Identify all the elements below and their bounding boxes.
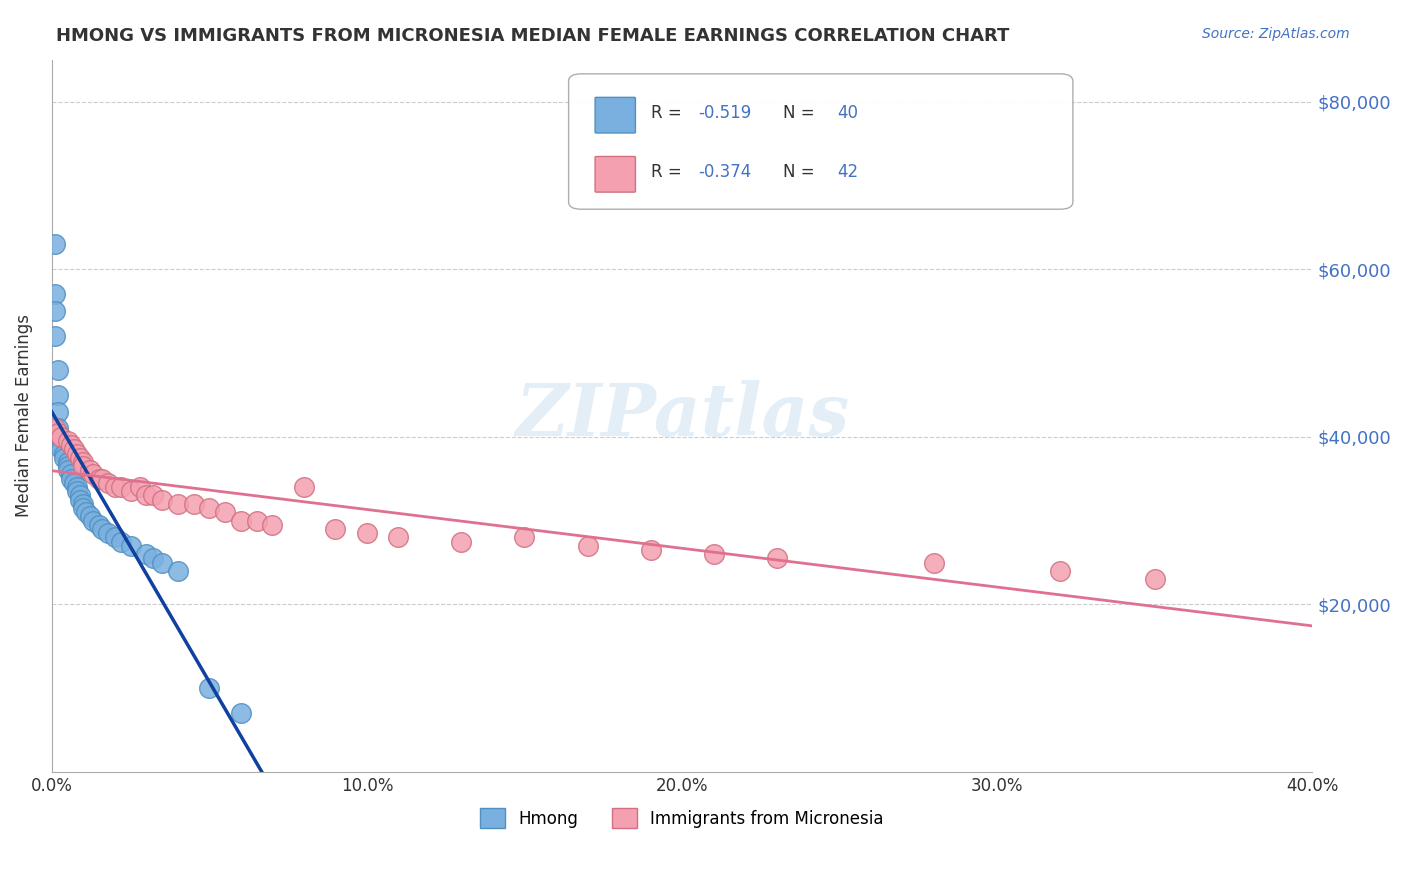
FancyBboxPatch shape [568,74,1073,210]
Point [198,681,221,696]
Point [87,472,110,486]
Point [640,543,662,558]
Point [142,551,165,566]
Point [229,706,252,721]
Point [46,425,69,440]
Point [79,463,101,477]
Point [72,497,94,511]
Point [44,421,66,435]
Point [246,514,269,528]
Point [79,509,101,524]
Point [56,434,79,448]
Text: -0.519: -0.519 [699,104,752,122]
Point [129,480,152,494]
Point [56,459,79,474]
Point [1049,564,1071,578]
Text: -0.374: -0.374 [699,163,752,181]
Y-axis label: Median Female Earnings: Median Female Earnings [15,314,32,517]
Point [46,388,69,402]
Point [513,530,536,544]
Point [72,455,94,469]
Point [44,237,66,252]
Point [135,488,157,502]
Point [91,472,114,486]
Point [66,446,89,460]
Text: HMONG VS IMMIGRANTS FROM MICRONESIA MEDIAN FEMALE EARNINGS CORRELATION CHART: HMONG VS IMMIGRANTS FROM MICRONESIA MEDI… [56,27,1010,45]
Point [135,547,157,561]
Point [142,488,165,502]
Point [51,442,73,457]
Text: R =: R = [651,104,686,122]
Point [292,480,315,494]
Point [44,287,66,301]
Point [69,488,91,502]
Point [72,459,94,474]
FancyBboxPatch shape [595,97,636,133]
Point [183,497,205,511]
FancyBboxPatch shape [595,156,636,192]
Text: R =: R = [651,163,686,181]
Legend: Hmong, Immigrants from Micronesia: Hmong, Immigrants from Micronesia [474,801,890,835]
Point [82,514,104,528]
Text: N =: N = [783,163,820,181]
Point [91,522,114,536]
Point [450,534,472,549]
Point [1143,572,1166,586]
Point [150,492,173,507]
Point [104,530,127,544]
Text: 42: 42 [837,163,858,181]
Point [325,522,347,536]
Point [110,534,132,549]
Point [214,505,236,519]
Point [69,450,91,465]
Point [44,329,66,343]
Point [922,556,945,570]
Point [576,539,599,553]
Point [87,517,110,532]
Point [53,450,76,465]
Point [166,564,188,578]
Point [59,438,82,452]
Point [66,480,89,494]
Point [104,480,127,494]
Point [110,480,132,494]
Point [82,467,104,482]
Point [150,556,173,570]
Point [120,484,142,499]
Point [46,404,69,418]
Point [120,539,142,553]
Point [46,421,69,435]
Point [62,475,84,490]
Point [262,517,284,532]
Point [66,484,89,499]
Text: Source: ZipAtlas.com: Source: ZipAtlas.com [1202,27,1350,41]
Point [765,551,787,566]
Point [51,430,73,444]
Text: ZIPatlas: ZIPatlas [515,380,849,451]
Point [56,463,79,477]
Point [51,430,73,444]
Point [356,526,378,541]
Point [198,501,221,516]
Point [46,362,69,376]
Point [59,467,82,482]
Point [69,492,91,507]
Point [166,497,188,511]
Point [72,501,94,516]
Point [59,472,82,486]
Text: N =: N = [783,104,820,122]
Point [387,530,409,544]
Point [51,438,73,452]
Point [62,442,84,457]
Point [97,475,120,490]
Point [97,526,120,541]
Point [75,505,97,519]
Point [229,514,252,528]
Point [44,304,66,318]
Text: 40: 40 [837,104,858,122]
Point [53,446,76,460]
Point [703,547,725,561]
Point [56,455,79,469]
